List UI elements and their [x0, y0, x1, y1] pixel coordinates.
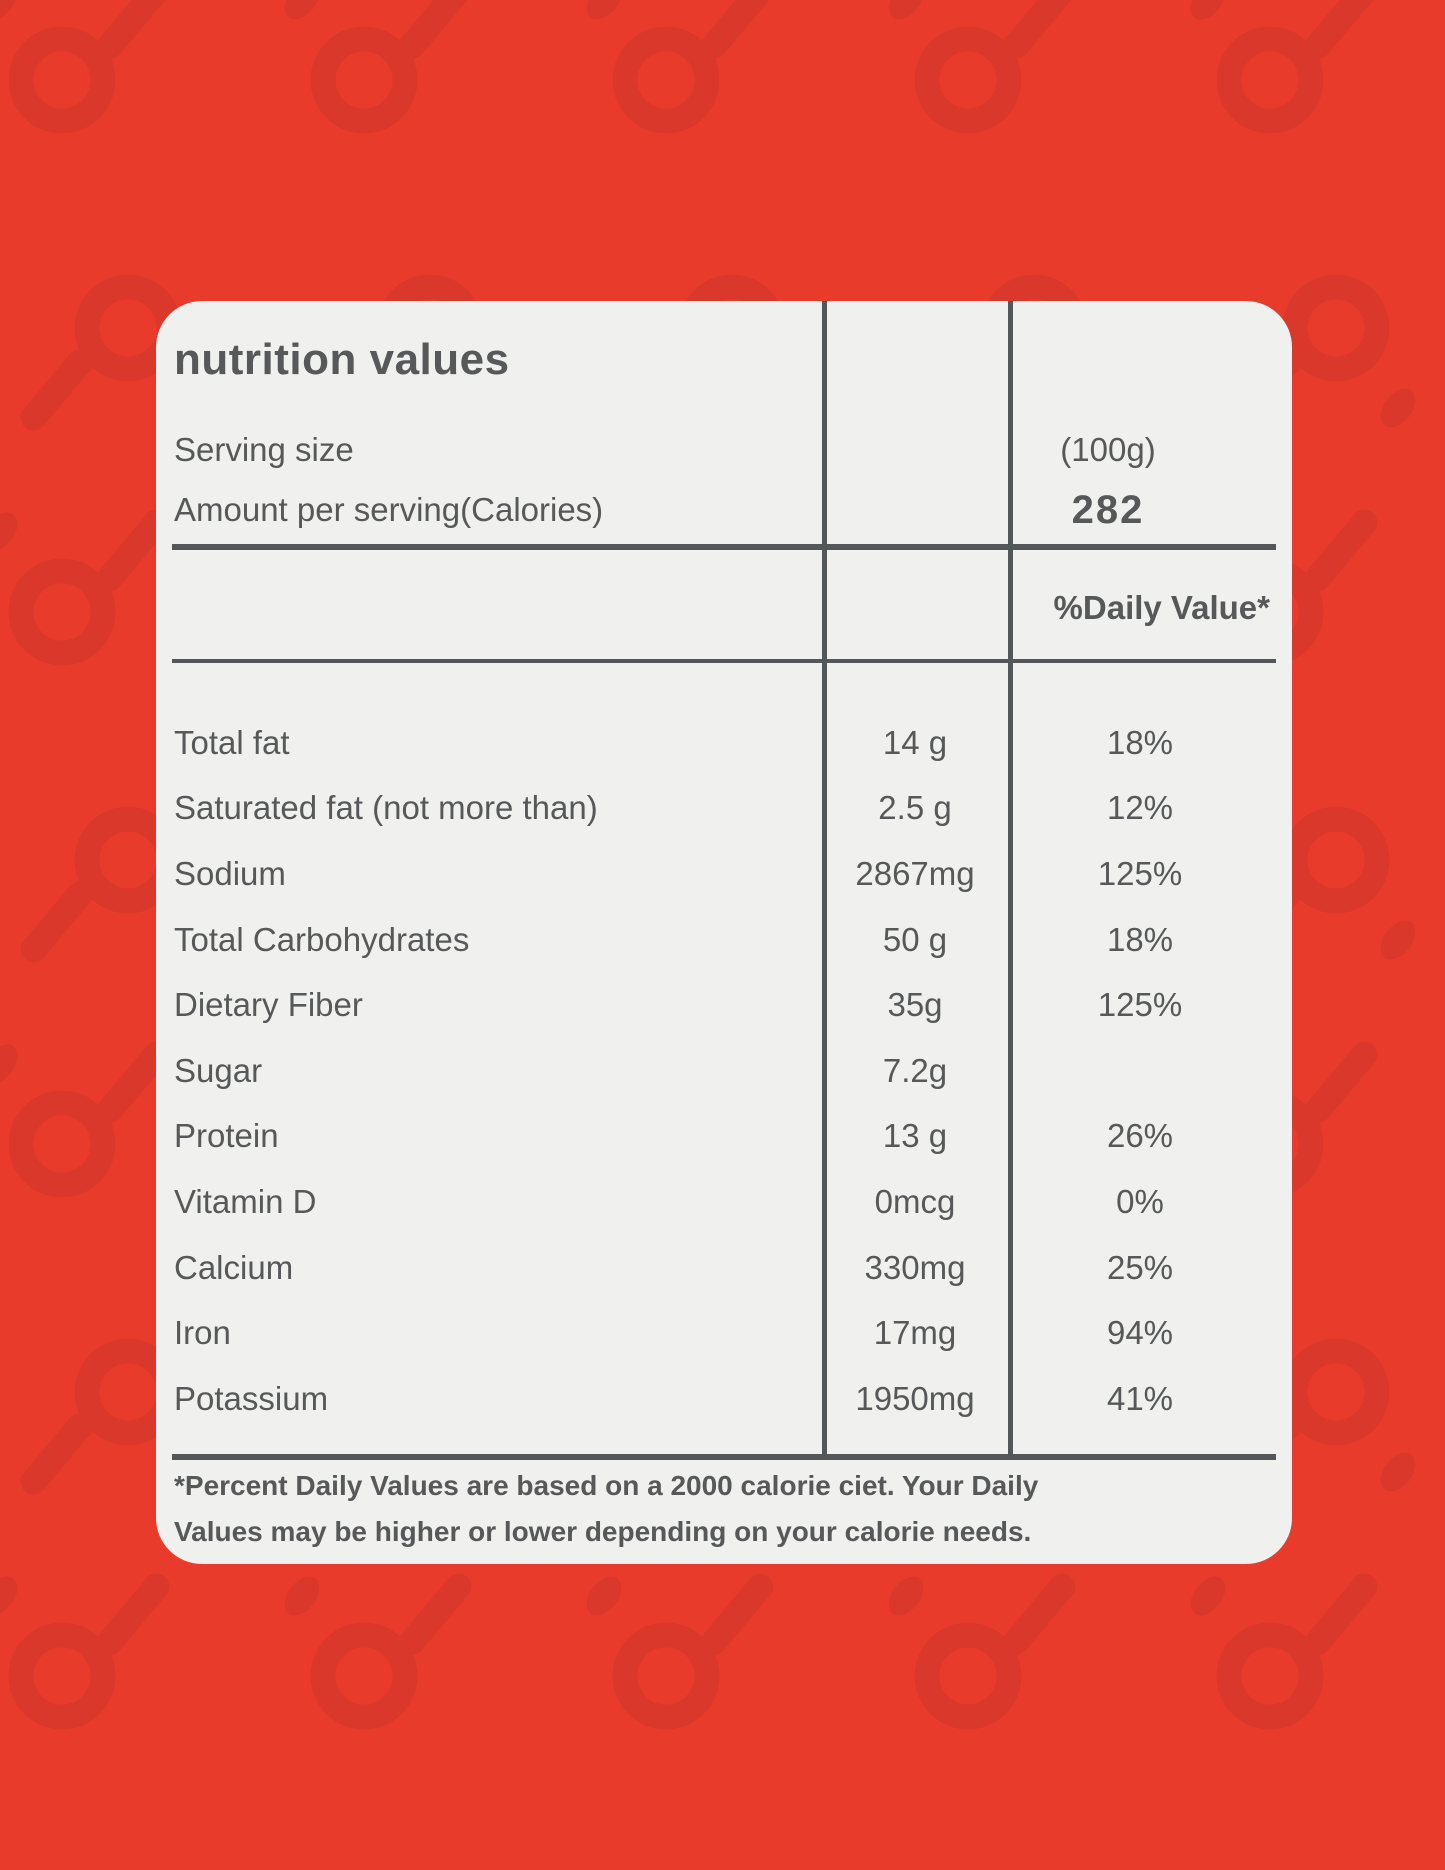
table-bottom-divider [172, 1454, 1276, 1460]
row-amount: 13 g [882, 1117, 948, 1155]
column-divider-amount [822, 301, 827, 1460]
footnote-line-1: *Percent Daily Values are based on a 200… [174, 1470, 1039, 1501]
row-label: Total fat [174, 723, 290, 761]
row-daily-value: 12% [1106, 789, 1174, 827]
calories-label: Amount per serving(Calories) [174, 491, 604, 528]
row-daily-value: 18% [1106, 723, 1174, 761]
row-daily-value: 94% [1106, 1314, 1174, 1352]
table-row: Total fat 14 g 18% [156, 710, 1292, 776]
table-row: Iron 17mg 94% [156, 1300, 1292, 1366]
table-row: Dietary Fiber 35g 125% [156, 972, 1292, 1038]
row-label: Dietary Fiber [174, 986, 363, 1024]
row-amount: 35g [887, 986, 943, 1024]
calories-value: 282 [1071, 488, 1145, 532]
row-daily-value: 41% [1106, 1379, 1174, 1417]
table-row: Potassium 1950mg 41% [156, 1366, 1292, 1432]
nutrition-table-rows: Total fat 14 g 18% Saturated fat (not more … [156, 664, 1292, 1432]
header-divider [172, 544, 1276, 550]
row-amount: 2.5 g [878, 789, 952, 827]
row-label: Potassium [174, 1379, 329, 1417]
nutrition-card: nutrition values Serving size (100g) Amo… [156, 301, 1292, 1564]
row-daily-value: 18% [1106, 920, 1174, 958]
row-amount: 0mcg [874, 1182, 956, 1220]
row-amount: 50 g [882, 920, 948, 958]
table-row: Calcium 330mg 25% [156, 1235, 1292, 1301]
row-label: Calcium [174, 1248, 294, 1286]
footnote: *Percent Daily Values are based on a 200… [174, 1463, 1234, 1555]
serving-size-value: (100g) [1060, 431, 1156, 468]
table-row: Vitamin D 0mcg 0% [156, 1169, 1292, 1235]
row-label: Iron [174, 1314, 231, 1352]
table-row: Sugar 7.2g [156, 1038, 1292, 1104]
row-label: Sugar [174, 1051, 263, 1089]
page-title: nutrition values [174, 335, 510, 384]
row-amount: 17mg [873, 1314, 957, 1352]
daily-value-divider [172, 659, 1276, 663]
row-label: Sodium [174, 854, 286, 892]
table-row: Sodium 2867mg 125% [156, 841, 1292, 907]
row-amount: 14 g [882, 723, 948, 761]
table-row: Protein 13 g 26% [156, 1104, 1292, 1170]
row-daily-value: 0% [1116, 1182, 1164, 1220]
row-amount: 1950mg [855, 1379, 975, 1417]
footnote-line-2: Values may be higher or lower depending … [174, 1516, 1032, 1547]
row-amount: 7.2g [882, 1051, 948, 1089]
row-daily-value: 125% [1097, 986, 1183, 1024]
row-daily-value: 26% [1106, 1117, 1174, 1155]
row-label: Total Carbohydrates [174, 920, 470, 958]
row-daily-value: 25% [1106, 1248, 1174, 1286]
row-amount: 2867mg [855, 854, 975, 892]
serving-size-label: Serving size [174, 431, 354, 468]
daily-value-header: %Daily Value* [1053, 589, 1270, 626]
row-label: Saturated fat (not more than) [174, 789, 598, 827]
row-label: Vitamin D [174, 1182, 317, 1220]
column-divider-daily-value [1008, 301, 1013, 1460]
calories-row: Amount per serving(Calories) 282 [156, 490, 1292, 530]
row-label: Protein [174, 1117, 279, 1155]
table-row: Total Carbohydrates 50 g 18% [156, 907, 1292, 973]
row-amount: 330mg [864, 1248, 966, 1286]
serving-size-row: Serving size (100g) [156, 430, 1292, 470]
table-row: Saturated fat (not more than) 2.5 g 12% [156, 776, 1292, 842]
row-daily-value: 125% [1097, 854, 1183, 892]
